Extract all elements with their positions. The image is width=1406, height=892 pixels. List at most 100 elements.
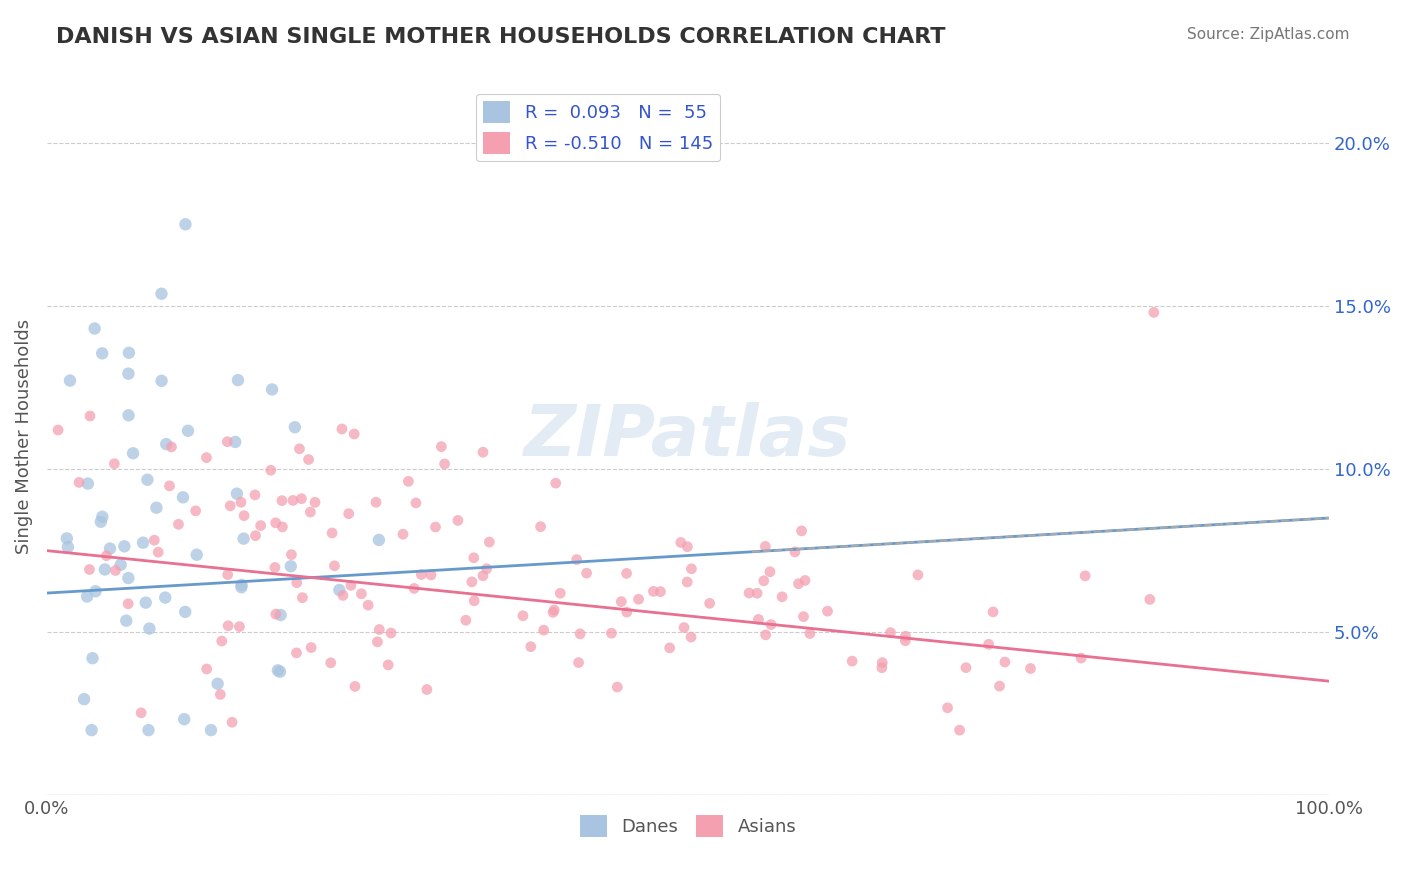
Point — [420, 568, 443, 582]
Point — [340, 578, 363, 592]
Point — [541, 605, 564, 619]
Point — [174, 605, 197, 619]
Point — [155, 591, 177, 605]
Point — [217, 619, 239, 633]
Point — [249, 518, 271, 533]
Point — [787, 576, 810, 591]
Point — [328, 582, 350, 597]
Point — [461, 574, 484, 589]
Point — [271, 520, 294, 534]
Point — [304, 495, 326, 509]
Point — [110, 558, 132, 572]
Point — [186, 548, 208, 562]
Point — [425, 520, 447, 534]
Point — [177, 424, 200, 438]
Point — [565, 552, 588, 566]
Point — [129, 706, 152, 720]
Point — [794, 574, 817, 588]
Point — [117, 409, 139, 423]
Point — [173, 712, 195, 726]
Point — [841, 654, 863, 668]
Point — [1070, 651, 1092, 665]
Point — [224, 434, 246, 449]
Text: DANISH VS ASIAN SINGLE MOTHER HOUSEHOLDS CORRELATION CHART: DANISH VS ASIAN SINGLE MOTHER HOUSEHOLDS… — [56, 27, 946, 46]
Point — [150, 374, 173, 388]
Point — [231, 580, 253, 594]
Point — [285, 646, 308, 660]
Point — [548, 586, 571, 600]
Point — [364, 495, 387, 509]
Point — [160, 440, 183, 454]
Point — [770, 590, 793, 604]
Point — [233, 508, 256, 523]
Point — [433, 457, 456, 471]
Point — [264, 607, 287, 621]
Point — [264, 516, 287, 530]
Point — [112, 539, 135, 553]
Point — [520, 640, 543, 654]
Point — [284, 420, 307, 434]
Point — [167, 517, 190, 532]
Point — [135, 596, 157, 610]
Point — [894, 629, 917, 643]
Point — [783, 545, 806, 559]
Point — [567, 656, 589, 670]
Point — [463, 594, 485, 608]
Point — [543, 603, 565, 617]
Point — [754, 540, 776, 554]
Point — [232, 532, 254, 546]
Point — [463, 550, 485, 565]
Point — [606, 680, 628, 694]
Point — [299, 505, 322, 519]
Point — [323, 558, 346, 573]
Point — [138, 622, 160, 636]
Point — [226, 373, 249, 387]
Point — [790, 524, 813, 538]
Point — [91, 346, 114, 360]
Point — [280, 559, 302, 574]
Point — [332, 588, 354, 602]
Point — [988, 679, 1011, 693]
Point — [475, 562, 498, 576]
Point — [117, 367, 139, 381]
Point — [879, 625, 901, 640]
Point — [138, 723, 160, 738]
Point — [207, 676, 229, 690]
Point — [136, 473, 159, 487]
Point — [627, 592, 650, 607]
Point — [977, 637, 1000, 651]
Point — [669, 535, 692, 549]
Point — [343, 427, 366, 442]
Point — [377, 657, 399, 672]
Point — [271, 493, 294, 508]
Point — [281, 493, 304, 508]
Point — [759, 617, 782, 632]
Point — [1019, 661, 1042, 675]
Point — [799, 626, 821, 640]
Point — [600, 626, 623, 640]
Point — [948, 723, 970, 738]
Point — [56, 532, 79, 546]
Point — [366, 635, 388, 649]
Point — [529, 519, 551, 533]
Point — [269, 665, 291, 679]
Point — [411, 567, 433, 582]
Point — [1074, 569, 1097, 583]
Point — [200, 723, 222, 738]
Point — [80, 723, 103, 738]
Point — [150, 286, 173, 301]
Point — [650, 584, 672, 599]
Point — [245, 529, 267, 543]
Point — [56, 540, 79, 554]
Point — [104, 564, 127, 578]
Point — [98, 541, 121, 556]
Point — [288, 442, 311, 456]
Point — [357, 598, 380, 612]
Point — [174, 217, 197, 231]
Point — [430, 440, 453, 454]
Point — [870, 661, 893, 675]
Point — [122, 446, 145, 460]
Point — [84, 584, 107, 599]
Point — [759, 565, 782, 579]
Point — [337, 507, 360, 521]
